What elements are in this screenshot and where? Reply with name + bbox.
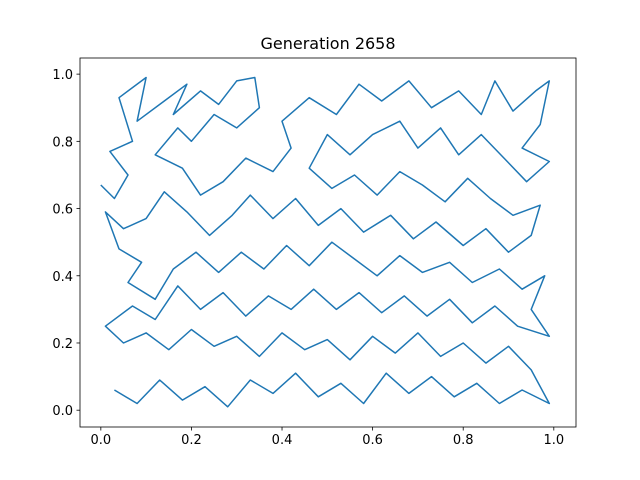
- x-tick-label: 0.4: [272, 433, 293, 448]
- y-tick-label: 0.4: [52, 270, 73, 285]
- x-tick-label: 0.2: [181, 433, 202, 448]
- route-line: [100, 76, 551, 408]
- y-tick-label: 0.8: [52, 135, 73, 150]
- y-tick-label: 0.6: [52, 203, 73, 218]
- y-tick-label: 0.2: [52, 337, 73, 352]
- x-tick-label: 0.0: [90, 433, 111, 448]
- y-tick-label: 0.0: [52, 404, 73, 419]
- y-tick-label: 1.0: [52, 68, 73, 83]
- x-tick-label: 1.0: [543, 433, 564, 448]
- plot-frame: [79, 57, 577, 428]
- x-tick-label: 0.6: [362, 433, 383, 448]
- chart-title: Generation 2658: [260, 34, 395, 53]
- x-tick-label: 0.8: [453, 433, 474, 448]
